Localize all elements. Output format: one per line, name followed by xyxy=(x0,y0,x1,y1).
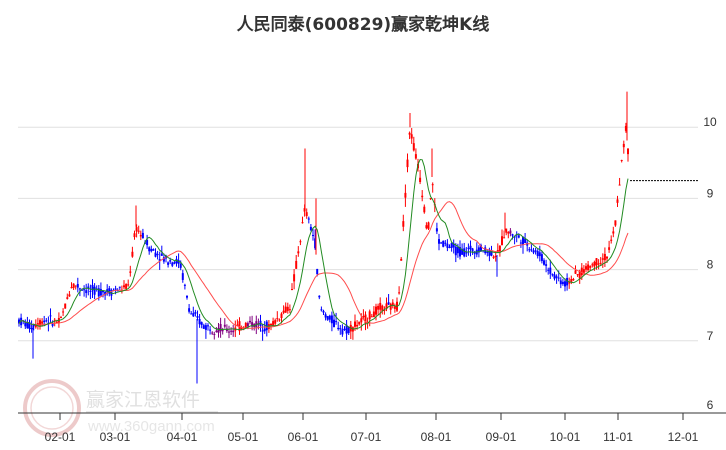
x-tick-label: 08-01 xyxy=(421,430,452,444)
x-tick-label: 10-01 xyxy=(550,430,581,444)
x-tick-label: 03-01 xyxy=(100,430,131,444)
x-tick-label: 09-01 xyxy=(486,430,517,444)
x-tick-label: 07-01 xyxy=(351,430,382,444)
y-tick-label: 7 xyxy=(707,329,714,343)
watermark: 赢家江恩软件 www.360gann.com xyxy=(23,379,218,437)
watermark-url: www.360gann.com xyxy=(87,418,215,435)
candles xyxy=(18,91,629,384)
x-tick-label: 06-01 xyxy=(288,430,319,444)
x-axis: 02-01 03-01 04-01 05-01 06-01 07-01 08-01 09-01… xyxy=(18,412,726,444)
grid-lines xyxy=(18,126,698,342)
ma-long-line xyxy=(18,201,629,329)
y-tick-label: 9 xyxy=(707,186,714,200)
y-tick-label: 10 xyxy=(703,115,717,129)
x-tick-label: 02-01 xyxy=(45,430,76,444)
y-tick-label: 6 xyxy=(707,398,714,412)
x-tick-label: 11-01 xyxy=(603,430,633,444)
watermark-logo-icon xyxy=(23,379,81,437)
chart-title: 人民同泰(600829)赢家乾坤K线 xyxy=(236,15,490,35)
x-tick-label: 12-01 xyxy=(668,430,699,444)
y-axis-labels: 6 7 8 9 10 xyxy=(703,115,717,412)
x-tick-label: 04-01 xyxy=(167,430,198,444)
x-tick-label: 05-01 xyxy=(228,430,259,444)
ma-short-line xyxy=(18,158,629,331)
watermark-name: 赢家江恩软件 xyxy=(86,389,200,411)
y-tick-label: 8 xyxy=(707,258,714,272)
